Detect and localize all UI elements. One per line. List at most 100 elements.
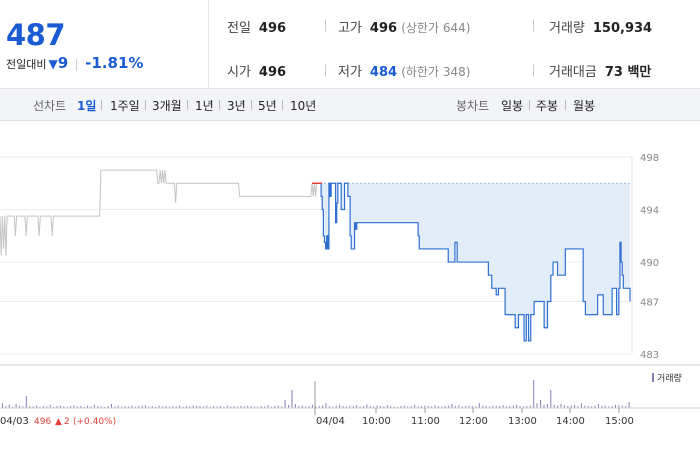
period-tabs: 선차트 1일 1주일 3개월 1년 3년 5년 10년 봉차트 일봉 주봉 월봉 (0, 89, 700, 121)
today-price-line (320, 182, 631, 342)
volume-bar (461, 406, 463, 408)
volume-bar (46, 406, 48, 408)
volume-bar (206, 405, 208, 408)
volume-bar (107, 406, 109, 408)
stat-volume: 거래량 150,934 (549, 21, 653, 36)
x-axis: 04/03 04/04 10:00 11:00 12:00 13:00 14:00 15:00 (0, 408, 634, 427)
volume-bar (567, 406, 569, 408)
volume-bar (570, 405, 572, 408)
volume-bar (604, 405, 606, 408)
volume-bar (22, 406, 24, 408)
x-tick-label: 12:00 (459, 416, 488, 427)
volume-bar (393, 406, 395, 408)
volume-bar (111, 404, 112, 408)
volume-bar (274, 406, 276, 408)
volume-bar (185, 406, 187, 408)
tab-1y[interactable]: 1년 (195, 99, 214, 113)
volume-bar (168, 406, 170, 408)
volume-bar (628, 402, 630, 408)
x-tick-label: 10:00 (362, 416, 391, 427)
y-tick-label: 490 (640, 258, 659, 269)
volume-bar (243, 406, 245, 408)
prev-day-line (0, 169, 318, 256)
volume-bar (148, 406, 150, 408)
volume-bar (271, 406, 272, 408)
stat-high: 고가 496 (상한가 644) (338, 21, 471, 36)
tab-5y[interactable]: 5년 (258, 99, 277, 113)
volume-bar (128, 406, 129, 408)
volume-bar (8, 404, 10, 408)
price-change: 전일대비 ▼9 -1.81% (6, 54, 143, 72)
tab-1d[interactable]: 1일 (77, 99, 97, 113)
volume-bar (318, 406, 320, 408)
volume-bar (516, 404, 518, 408)
volume-bar (414, 404, 416, 408)
volume-bar (519, 406, 521, 408)
volume-bar (352, 406, 354, 408)
volume-bar (553, 404, 555, 408)
volume-bar (254, 406, 255, 408)
divider (533, 20, 534, 32)
volume-bar (345, 406, 347, 408)
volume-bar (410, 406, 412, 408)
change-percent: -1.81% (85, 54, 144, 72)
volume-bar (134, 406, 136, 408)
volume-bar (145, 405, 146, 408)
volume-bar (621, 405, 623, 408)
volume-bar (523, 406, 524, 408)
volume-bar (233, 406, 235, 408)
volume-bar (288, 405, 290, 408)
volume-bar (540, 400, 542, 408)
volume-bar (563, 405, 565, 408)
price-chart: 498 494 490 487 483 거래량 04/03 04/04 10:00 11:00… (0, 153, 700, 427)
tab-weekly[interactable]: 주봉 (536, 99, 559, 113)
volume-bar (237, 406, 238, 408)
volume-bar (451, 404, 453, 408)
x-tick-label: 04/04 (316, 416, 345, 427)
divider (282, 100, 283, 110)
volume-bar (403, 405, 405, 408)
volume-bar (417, 406, 419, 408)
volume-bar (247, 405, 249, 408)
volume-bar (397, 406, 398, 408)
divider (76, 59, 78, 71)
volume-bar (574, 404, 576, 408)
volume-bar (526, 406, 528, 408)
divider (219, 100, 220, 110)
volume-bar (332, 406, 334, 408)
tab-3m[interactable]: 3개월 (152, 99, 182, 113)
tab-10y[interactable]: 10년 (290, 99, 317, 113)
volume-bar (543, 404, 545, 408)
volume-bar (454, 406, 456, 408)
volume-bar (141, 405, 143, 408)
volume-bar (308, 406, 310, 408)
volume-bar (339, 404, 341, 408)
stat-prev-close: 전일 496 (227, 21, 287, 36)
volume-bar (138, 406, 140, 408)
candle-chart-label: 봉차트 (456, 99, 490, 113)
y-tick-label: 498 (640, 153, 659, 164)
volume-bar (36, 405, 38, 408)
volume-bar (29, 406, 31, 408)
volume-bar (202, 406, 204, 408)
tab-monthly[interactable]: 월봉 (573, 99, 596, 113)
volume-bar (19, 405, 20, 408)
divider (187, 100, 188, 110)
volume-bar (458, 405, 460, 408)
volume-bar (172, 406, 174, 408)
volume-bar (182, 406, 184, 408)
volume-bar (325, 403, 327, 408)
volume-bar (114, 406, 116, 408)
tab-1w[interactable]: 1주일 (110, 99, 140, 113)
volume-bar (427, 406, 429, 408)
tab-daily[interactable]: 일봉 (501, 99, 524, 113)
volume-bar (390, 406, 392, 408)
quote-header: 487 전일대비 ▼9 -1.81% 전일 496 고가 496 (상한가 644) 거… (0, 0, 700, 89)
volume-bar (550, 390, 552, 408)
tab-3y[interactable]: 3년 (227, 99, 246, 113)
volume-bar (618, 405, 620, 408)
volume-bar (597, 404, 599, 408)
volume-bar (264, 406, 266, 408)
volume-bar (512, 405, 514, 408)
prev-day-change-arrow: ▲ (55, 417, 62, 427)
